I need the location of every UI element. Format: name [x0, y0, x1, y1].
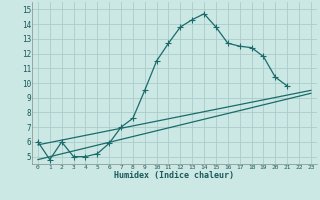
X-axis label: Humidex (Indice chaleur): Humidex (Indice chaleur) [115, 171, 234, 180]
